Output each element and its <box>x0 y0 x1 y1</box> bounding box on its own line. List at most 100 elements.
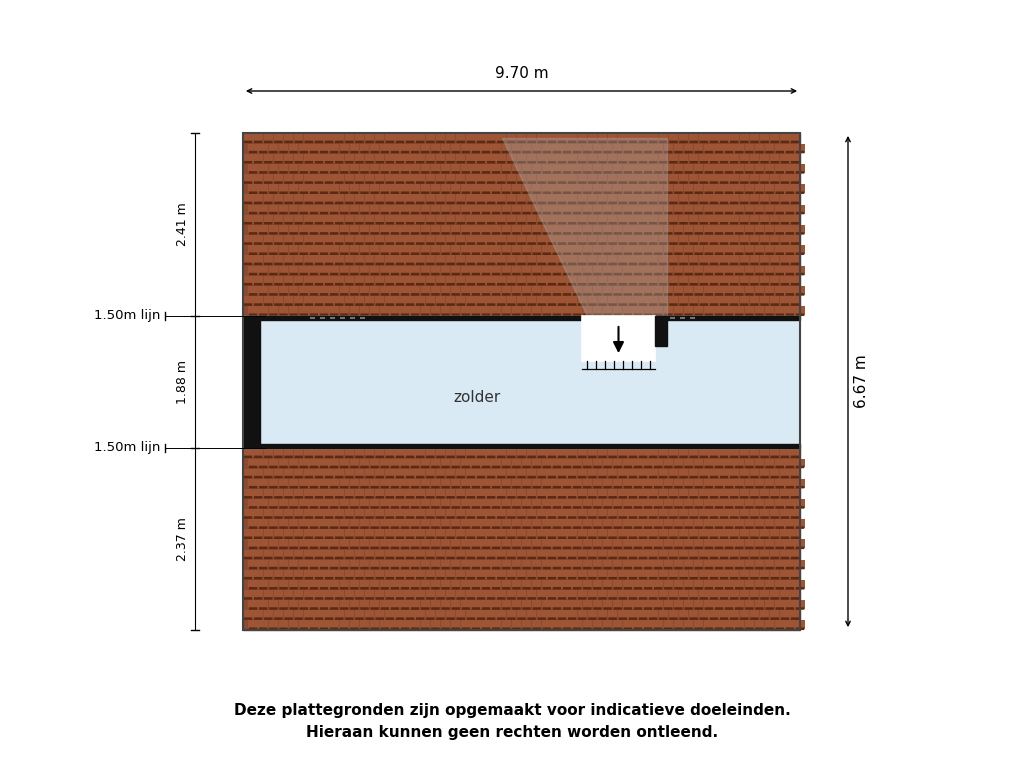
FancyBboxPatch shape <box>684 547 693 549</box>
FancyBboxPatch shape <box>280 171 288 174</box>
Bar <box>481 478 490 488</box>
Bar <box>537 235 547 244</box>
Bar <box>365 529 375 538</box>
Bar <box>623 621 633 629</box>
Bar <box>739 509 750 518</box>
FancyBboxPatch shape <box>507 577 516 579</box>
Bar <box>375 550 384 558</box>
Bar <box>744 560 754 568</box>
FancyBboxPatch shape <box>376 577 384 579</box>
FancyBboxPatch shape <box>290 293 298 296</box>
Bar <box>669 296 678 305</box>
Bar <box>349 499 359 508</box>
Bar <box>664 144 673 153</box>
FancyBboxPatch shape <box>674 171 683 174</box>
Bar <box>263 296 273 305</box>
FancyBboxPatch shape <box>274 496 283 498</box>
Bar <box>263 550 273 558</box>
Bar <box>603 519 612 528</box>
FancyBboxPatch shape <box>309 547 318 549</box>
FancyBboxPatch shape <box>694 526 703 529</box>
FancyBboxPatch shape <box>436 617 444 620</box>
FancyBboxPatch shape <box>290 506 298 508</box>
Bar <box>390 286 399 295</box>
FancyBboxPatch shape <box>679 161 688 164</box>
FancyBboxPatch shape <box>350 567 358 569</box>
FancyBboxPatch shape <box>588 141 597 143</box>
FancyBboxPatch shape <box>395 141 404 143</box>
FancyBboxPatch shape <box>756 567 764 569</box>
Bar <box>400 184 410 194</box>
FancyBboxPatch shape <box>360 313 369 316</box>
FancyBboxPatch shape <box>558 516 566 518</box>
Bar <box>406 174 415 183</box>
FancyBboxPatch shape <box>669 476 678 478</box>
Bar <box>729 215 739 223</box>
FancyBboxPatch shape <box>274 598 283 600</box>
Bar <box>359 458 370 468</box>
Bar <box>249 621 258 629</box>
FancyBboxPatch shape <box>467 598 475 600</box>
Bar <box>411 458 420 468</box>
Bar <box>603 266 612 274</box>
FancyBboxPatch shape <box>756 465 764 468</box>
FancyBboxPatch shape <box>290 313 298 316</box>
Bar <box>289 539 298 548</box>
Bar <box>567 449 577 457</box>
FancyBboxPatch shape <box>319 313 329 316</box>
Bar <box>724 144 734 153</box>
Bar <box>406 235 415 244</box>
FancyBboxPatch shape <box>386 161 394 164</box>
FancyBboxPatch shape <box>780 455 790 458</box>
FancyBboxPatch shape <box>406 141 415 143</box>
Bar <box>440 184 451 194</box>
FancyBboxPatch shape <box>725 547 733 549</box>
Bar <box>714 286 724 295</box>
Bar <box>249 458 258 468</box>
Bar <box>359 286 370 295</box>
FancyBboxPatch shape <box>699 537 708 539</box>
Bar <box>765 184 774 194</box>
FancyBboxPatch shape <box>431 293 439 296</box>
Bar <box>249 478 258 488</box>
Bar <box>770 154 779 163</box>
FancyBboxPatch shape <box>467 242 475 245</box>
Bar <box>380 600 389 609</box>
Bar <box>319 560 329 568</box>
FancyBboxPatch shape <box>390 273 399 276</box>
Bar <box>780 449 790 457</box>
FancyBboxPatch shape <box>659 557 668 559</box>
FancyBboxPatch shape <box>598 496 607 498</box>
FancyBboxPatch shape <box>280 212 288 214</box>
Bar <box>522 184 531 194</box>
Bar <box>583 204 592 214</box>
FancyBboxPatch shape <box>304 303 313 306</box>
FancyBboxPatch shape <box>325 303 334 306</box>
Bar <box>522 225 531 233</box>
FancyBboxPatch shape <box>568 242 577 245</box>
Bar <box>744 204 754 214</box>
FancyBboxPatch shape <box>689 141 698 143</box>
FancyBboxPatch shape <box>350 212 358 214</box>
Bar <box>562 458 571 468</box>
Bar <box>370 164 380 173</box>
Bar <box>440 519 451 528</box>
Bar <box>760 529 769 538</box>
FancyBboxPatch shape <box>477 141 485 143</box>
FancyBboxPatch shape <box>775 171 784 174</box>
FancyBboxPatch shape <box>634 212 642 214</box>
FancyBboxPatch shape <box>756 151 764 154</box>
FancyBboxPatch shape <box>674 151 683 154</box>
Bar <box>613 266 623 274</box>
FancyBboxPatch shape <box>751 181 759 184</box>
FancyBboxPatch shape <box>355 141 364 143</box>
Bar <box>517 194 526 204</box>
Bar <box>319 266 329 274</box>
Bar <box>512 164 521 173</box>
FancyBboxPatch shape <box>492 313 501 316</box>
Bar <box>466 215 475 223</box>
Bar <box>512 184 521 194</box>
Bar <box>719 174 729 183</box>
Bar <box>755 621 764 629</box>
Bar <box>411 580 420 589</box>
